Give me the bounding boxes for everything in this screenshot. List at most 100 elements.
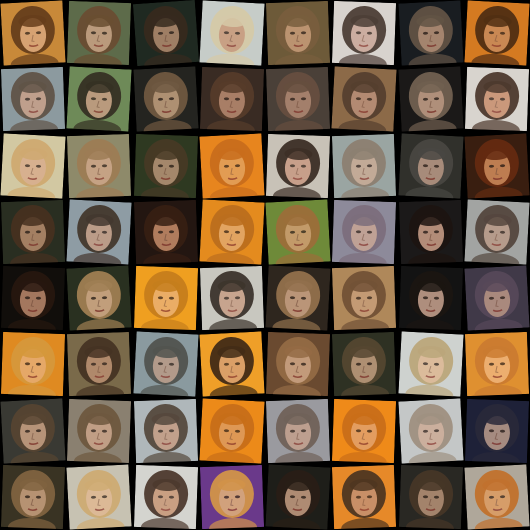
- face-thumbnail: [0, 67, 66, 132]
- face-thumbnail: [132, 66, 199, 132]
- face-image: [199, 0, 265, 66]
- face-thumbnail: [199, 67, 264, 132]
- face-image: [398, 265, 463, 331]
- face-image: [199, 464, 264, 529]
- face-thumbnail: [332, 133, 397, 198]
- face-thumbnail: [332, 464, 397, 529]
- face-image: [398, 199, 463, 264]
- face-image: [0, 132, 66, 199]
- face-thumbnail: [133, 133, 198, 198]
- face-image: [199, 132, 265, 199]
- face-image: [0, 265, 66, 331]
- face-image: [265, 332, 331, 397]
- face-thumbnail: [265, 67, 331, 132]
- face-image: [133, 398, 198, 463]
- face-thumbnail: [265, 332, 331, 397]
- face-thumbnail: [133, 199, 198, 264]
- face-image: [67, 398, 132, 463]
- face-image: [132, 0, 199, 67]
- face-image: [0, 67, 66, 132]
- face-image: [67, 133, 132, 198]
- face-image: [265, 199, 331, 265]
- face-image: [265, 464, 331, 530]
- face-image: [0, 332, 66, 397]
- face-thumbnail: [397, 331, 464, 397]
- face-thumbnail: [464, 332, 529, 397]
- face-thumbnail: [66, 199, 132, 265]
- face-image: [66, 464, 132, 530]
- face-image: [0, 464, 66, 529]
- face-thumbnail: [199, 132, 265, 199]
- face-image: [66, 66, 132, 132]
- face-thumbnail: [332, 0, 397, 66]
- face-image: [464, 67, 529, 132]
- face-image: [199, 199, 265, 265]
- face-thumbnail: [397, 66, 464, 132]
- face-image: [464, 0, 530, 66]
- face-image: [332, 464, 397, 529]
- face-thumbnail: [464, 464, 530, 530]
- face-thumbnail: [132, 0, 199, 67]
- face-thumbnail: [199, 397, 265, 464]
- face-thumbnail: [133, 398, 198, 463]
- face-thumbnail: [464, 0, 530, 66]
- face-image: [66, 265, 132, 331]
- face-thumbnail: [66, 265, 132, 331]
- face-image: [397, 331, 464, 397]
- face-image: [133, 199, 198, 264]
- face-thumbnail: [67, 0, 132, 66]
- face-image: [199, 67, 264, 132]
- face-thumbnail: [199, 464, 264, 529]
- face-thumbnail: [398, 464, 463, 529]
- face-image: [464, 132, 530, 199]
- face-thumbnail: [0, 464, 66, 529]
- face-image: [0, 0, 66, 66]
- face-image: [265, 398, 331, 463]
- face-thumbnail: [265, 199, 331, 265]
- face-thumbnail: [0, 332, 66, 397]
- face-image: [332, 265, 397, 331]
- face-thumbnail: [332, 398, 397, 463]
- face-image: [332, 133, 397, 198]
- face-image: [332, 199, 397, 264]
- face-image: [265, 67, 331, 132]
- face-thumbnail: [66, 464, 132, 530]
- face-image: [133, 133, 198, 198]
- face-image: [397, 0, 464, 66]
- face-thumbnail: [199, 199, 265, 265]
- face-thumbnail: [0, 0, 66, 66]
- face-image: [0, 397, 66, 464]
- face-thumbnail: [331, 66, 397, 132]
- face-image: [464, 199, 530, 265]
- face-thumbnail: [0, 397, 66, 464]
- face-thumbnail: [332, 332, 397, 397]
- face-image: [199, 265, 264, 331]
- face-image: [397, 66, 464, 132]
- face-thumbnail: [0, 265, 66, 331]
- face-image: [398, 464, 463, 529]
- face-thumbnail: [133, 265, 198, 331]
- face-thumbnail: [397, 397, 464, 464]
- face-thumbnail: [265, 0, 331, 66]
- face-thumbnail: [398, 199, 463, 264]
- face-image: [265, 265, 331, 331]
- face-thumbnail: [397, 132, 464, 199]
- face-image: [66, 199, 132, 265]
- face-image: [67, 0, 132, 66]
- face-thumbnail: [132, 331, 199, 397]
- face-image: [464, 332, 529, 397]
- face-thumbnail: [464, 67, 529, 132]
- face-thumbnail: [66, 66, 132, 132]
- face-image: [132, 331, 199, 397]
- face-thumbnail: [199, 0, 265, 66]
- face-image: [397, 397, 464, 464]
- face-thumbnail: [398, 265, 463, 331]
- face-image: [133, 464, 198, 529]
- face-thumbnail: [464, 398, 529, 463]
- face-image: [332, 398, 397, 463]
- face-thumbnail: [265, 464, 331, 530]
- face-thumbnail: [199, 331, 265, 397]
- face-image: [133, 265, 198, 331]
- face-thumbnail: [67, 332, 132, 397]
